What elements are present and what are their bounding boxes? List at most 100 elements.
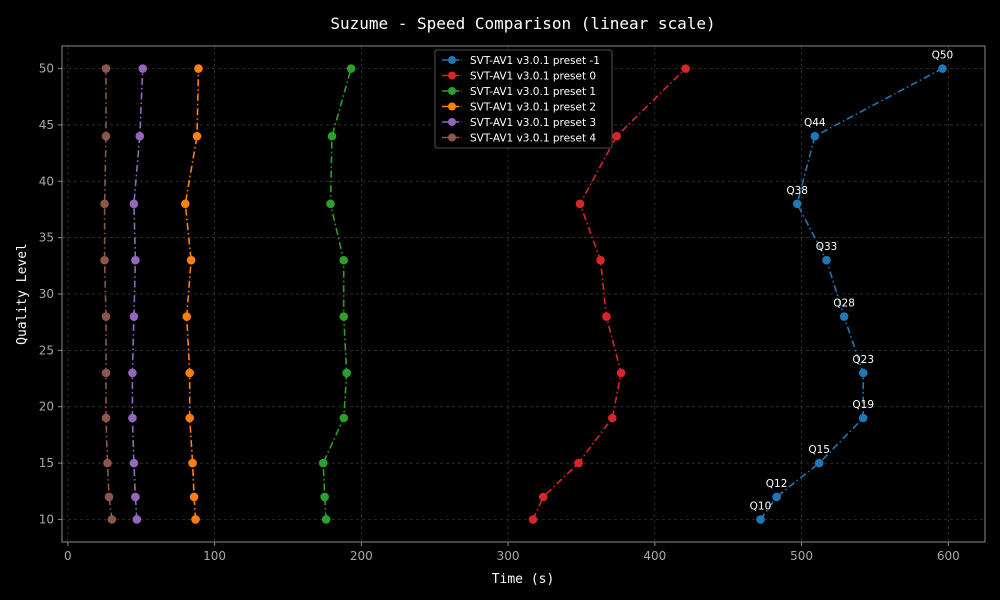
data-point: [346, 64, 356, 73]
data-point: [539, 492, 548, 502]
x-tick-label: 500: [790, 549, 813, 563]
x-tick-label: 400: [643, 549, 666, 563]
data-point: [104, 492, 114, 502]
series-line-3: [184, 68, 200, 520]
series-line-2: [322, 68, 352, 520]
data-point: [107, 515, 117, 524]
data-point: [128, 413, 137, 423]
series-line-1: [532, 67, 687, 520]
legend-label: SVT-AV1 v3.0.1 preset 2: [470, 101, 596, 113]
data-point: [575, 199, 585, 209]
series-line-0: [759, 67, 943, 520]
data-point: [129, 199, 139, 209]
data-point: [342, 368, 351, 378]
data-point: [772, 492, 781, 502]
point-annotation: Q12: [766, 478, 788, 490]
x-tick-label: 100: [203, 549, 226, 563]
legend-label: SVT-AV1 v3.0.1 preset 3: [470, 117, 596, 129]
data-point: [101, 64, 111, 73]
point-annotation: Q23: [852, 354, 874, 366]
data-point: [101, 368, 111, 378]
x-tick-label: 0: [64, 549, 72, 563]
y-tick-label: 15: [39, 456, 54, 470]
data-point: [186, 255, 196, 265]
data-point: [135, 131, 145, 141]
point-annotation: Q50: [932, 50, 954, 62]
y-tick-label: 50: [39, 62, 54, 76]
data-point: [822, 255, 831, 265]
legend: SVT-AV1 v3.0.1 preset -1 SVT-AV1 v3.0.1 p…: [434, 49, 613, 149]
data-point: [132, 515, 142, 524]
data-point: [528, 515, 538, 524]
y-tick-label: 20: [39, 400, 54, 414]
point-annotation: Q10: [750, 500, 772, 512]
point-annotations: Q10 Q12 Q15 Q19 Q23 Q28 Q33 Q38 Q44 Q50: [750, 50, 954, 513]
data-point: [185, 368, 194, 378]
x-tick-label: 600: [937, 549, 960, 563]
data-point: [138, 64, 148, 73]
data-point: [602, 312, 611, 321]
legend-label: SVT-AV1 v3.0.1 preset 4: [470, 132, 596, 144]
grid: [62, 46, 985, 542]
data-point: [129, 458, 139, 468]
data-point: [810, 131, 820, 141]
series-line-4: [131, 68, 144, 520]
data-point: [339, 413, 349, 423]
data-point: [607, 413, 617, 423]
legend-swatch-marker: [448, 118, 456, 126]
data-point: [858, 413, 868, 423]
data-point: [318, 458, 328, 468]
x-tick-label: 300: [497, 549, 520, 563]
legend-swatch-marker: [448, 102, 456, 111]
data-point: [129, 312, 139, 321]
y-tick-label: 25: [39, 343, 54, 357]
data-point: [182, 312, 192, 321]
legend-label: SVT-AV1 v3.0.1 preset 0: [470, 70, 596, 82]
data-point: [180, 199, 190, 209]
y-tick-label: 40: [39, 174, 54, 188]
data-point: [320, 492, 329, 502]
point-annotation: Q44: [804, 117, 826, 129]
legend-swatch-marker: [448, 133, 456, 142]
data-point: [938, 64, 947, 73]
data-point: [339, 255, 349, 265]
point-annotation: Q33: [816, 241, 838, 253]
data-point: [194, 64, 203, 73]
series-lines: [100, 64, 947, 524]
data-point: [192, 131, 202, 141]
data-point: [189, 492, 199, 502]
point-annotation: Q15: [808, 444, 830, 456]
legend-label: SVT-AV1 v3.0.1 preset 1: [470, 86, 596, 98]
data-point: [681, 64, 690, 73]
legend-label: SVT-AV1 v3.0.1 preset -1: [470, 55, 600, 67]
point-annotation: Q38: [786, 185, 808, 197]
series-line-5: [103, 68, 113, 520]
x-tick-label: 200: [350, 549, 373, 563]
point-annotation: Q28: [833, 298, 855, 310]
y-tick-label: 30: [39, 287, 54, 301]
data-point: [131, 255, 140, 265]
data-point: [756, 515, 765, 524]
data-point: [188, 458, 197, 468]
data-point: [839, 312, 849, 321]
data-point: [339, 312, 349, 321]
data-point: [131, 492, 140, 502]
data-point: [858, 368, 868, 378]
data-point: [321, 515, 331, 524]
data-point: [574, 458, 583, 468]
data-point: [185, 413, 194, 423]
chart-title: Suzume - Speed Comparison (linear scale): [330, 14, 715, 33]
data-point: [100, 199, 109, 209]
data-point: [612, 131, 621, 141]
legend-box: [434, 49, 613, 149]
data-point: [616, 368, 626, 378]
y-tick-label: 35: [39, 231, 54, 245]
axis-ticks: 0 100 200 300 400 500 600 10 15 20 25 30 35 40 45 50: [39, 62, 960, 563]
data-point: [596, 255, 605, 265]
data-point: [101, 413, 111, 423]
data-point: [128, 368, 137, 378]
data-point: [101, 131, 111, 141]
data-point: [814, 458, 824, 468]
x-axis-label: Time (s): [492, 572, 555, 587]
